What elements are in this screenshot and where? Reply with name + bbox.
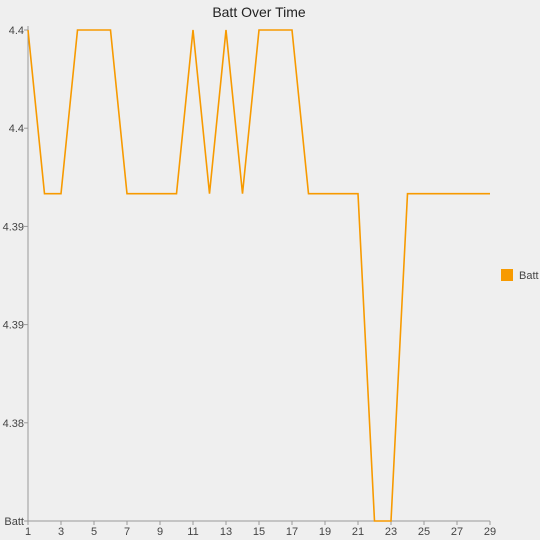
data-point-batt: [423, 192, 425, 194]
data-point-batt: [60, 192, 62, 194]
data-point-batt: [192, 29, 194, 31]
series-layer: [27, 29, 491, 522]
x-tick-label: 19: [319, 526, 331, 538]
x-tick-label: 1: [25, 526, 31, 538]
y-tick-label: 4.39: [3, 221, 24, 233]
data-point-batt: [390, 520, 392, 522]
data-point-batt: [274, 29, 276, 31]
data-point-batt: [307, 192, 309, 194]
data-point-batt: [291, 29, 293, 31]
series-line-batt: [27, 29, 490, 522]
x-tick-label: 13: [220, 526, 232, 538]
data-point-batt: [142, 192, 144, 194]
data-point-batt: [109, 29, 111, 31]
data-point-batt: [126, 192, 128, 194]
data-point-batt: [208, 192, 210, 194]
data-point-batt: [340, 192, 342, 194]
y-tick-label: 4.39: [3, 320, 24, 332]
data-point-batt: [258, 29, 260, 31]
data-point-batt: [439, 192, 441, 194]
data-point-batt: [175, 192, 177, 194]
data-point-batt: [43, 192, 45, 194]
x-tick-label: 27: [451, 526, 463, 538]
chart-title: Batt Over Time: [212, 4, 306, 20]
y-axis-ticks: Batt 4.38 4.39 4.39 4.4 4.4: [3, 25, 28, 528]
data-point-batt: [373, 520, 375, 522]
x-tick-label: 25: [418, 526, 430, 538]
data-point-batt: [159, 192, 161, 194]
y-tick-label: 4.38: [3, 418, 24, 430]
legend-swatch-batt: [501, 269, 513, 281]
x-tick-label: 15: [253, 526, 265, 538]
data-point-batt: [406, 192, 408, 194]
data-point-batt: [489, 192, 491, 194]
data-point-batt: [241, 192, 243, 194]
x-tick-label: 29: [484, 526, 496, 538]
x-tick-label: 7: [124, 526, 130, 538]
data-point-batt: [225, 29, 227, 31]
data-point-batt: [93, 29, 95, 31]
data-point-batt: [324, 192, 326, 194]
x-tick-label: 3: [58, 526, 64, 538]
axes: [27, 26, 490, 522]
y-tick-label: 4.4: [9, 25, 24, 37]
x-tick-label: 9: [157, 526, 163, 538]
x-tick-label: 17: [286, 526, 298, 538]
legend[interactable]: Batt: [501, 269, 539, 282]
data-point-batt: [456, 192, 458, 194]
x-tick-label: 21: [352, 526, 364, 538]
y-tick-label: Batt: [4, 516, 24, 528]
x-axis-ticks: 1 3 5 7 9 11 13 15 17 19 21 23 25 27 29: [25, 521, 496, 538]
data-point-batt: [357, 192, 359, 194]
x-tick-label: 5: [91, 526, 97, 538]
x-tick-label: 23: [385, 526, 397, 538]
data-point-batt: [27, 29, 29, 31]
data-point-batt: [472, 192, 474, 194]
legend-label-batt: Batt: [519, 270, 539, 282]
x-tick-label: 11: [187, 526, 198, 538]
data-point-batt: [76, 29, 78, 31]
y-tick-label: 4.4: [9, 123, 24, 135]
